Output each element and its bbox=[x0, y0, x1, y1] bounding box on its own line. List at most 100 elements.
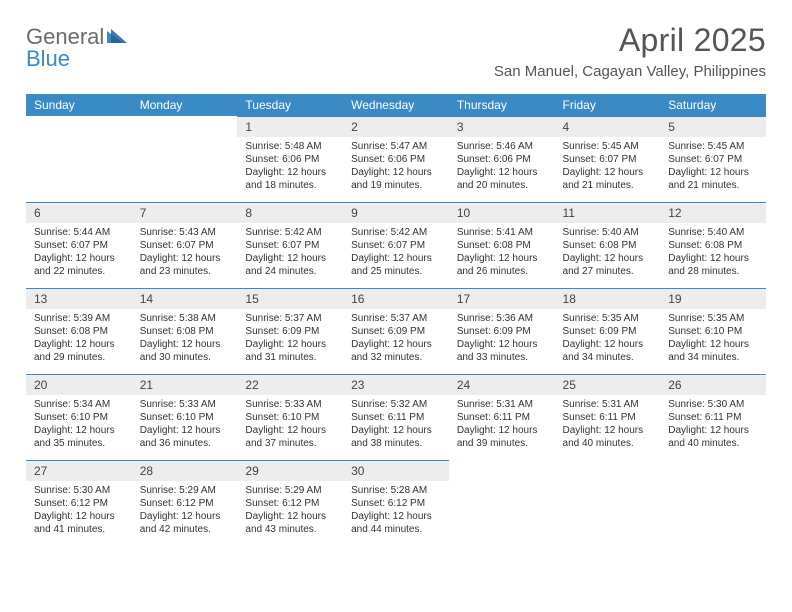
logo-text-2: Blue bbox=[26, 46, 70, 72]
day-details: Sunrise: 5:42 AMSunset: 6:07 PMDaylight:… bbox=[237, 223, 343, 284]
day-details: Sunrise: 5:30 AMSunset: 6:12 PMDaylight:… bbox=[26, 481, 132, 542]
calendar-day-cell: 7Sunrise: 5:43 AMSunset: 6:07 PMDaylight… bbox=[132, 202, 238, 288]
calendar-day-cell: 4Sunrise: 5:45 AMSunset: 6:07 PMDaylight… bbox=[555, 116, 661, 202]
day-details: Sunrise: 5:33 AMSunset: 6:10 PMDaylight:… bbox=[132, 395, 238, 456]
day-details: Sunrise: 5:31 AMSunset: 6:11 PMDaylight:… bbox=[449, 395, 555, 456]
col-sunday: Sunday bbox=[26, 94, 132, 116]
day-number: 4 bbox=[555, 116, 661, 137]
day-number: 1 bbox=[237, 116, 343, 137]
day-details: Sunrise: 5:35 AMSunset: 6:10 PMDaylight:… bbox=[660, 309, 766, 370]
calendar-week: 20Sunrise: 5:34 AMSunset: 6:10 PMDayligh… bbox=[26, 374, 766, 460]
calendar-day-cell: 27Sunrise: 5:30 AMSunset: 6:12 PMDayligh… bbox=[26, 460, 132, 546]
calendar-day-cell: 23Sunrise: 5:32 AMSunset: 6:11 PMDayligh… bbox=[343, 374, 449, 460]
day-number: 7 bbox=[132, 202, 238, 223]
day-number: 20 bbox=[26, 374, 132, 395]
calendar-day-cell: 29Sunrise: 5:29 AMSunset: 6:12 PMDayligh… bbox=[237, 460, 343, 546]
day-details: Sunrise: 5:29 AMSunset: 6:12 PMDaylight:… bbox=[132, 481, 238, 542]
day-number: 26 bbox=[660, 374, 766, 395]
calendar-day-cell: . bbox=[555, 460, 661, 546]
day-number: 28 bbox=[132, 460, 238, 481]
day-number: 19 bbox=[660, 288, 766, 309]
col-saturday: Saturday bbox=[660, 94, 766, 116]
day-number: 15 bbox=[237, 288, 343, 309]
day-details: Sunrise: 5:35 AMSunset: 6:09 PMDaylight:… bbox=[555, 309, 661, 370]
day-number: 21 bbox=[132, 374, 238, 395]
calendar-day-cell: 26Sunrise: 5:30 AMSunset: 6:11 PMDayligh… bbox=[660, 374, 766, 460]
day-number: 2 bbox=[343, 116, 449, 137]
calendar-day-cell: 9Sunrise: 5:42 AMSunset: 6:07 PMDaylight… bbox=[343, 202, 449, 288]
calendar-day-cell: . bbox=[449, 460, 555, 546]
header: April 2025 San Manuel, Cagayan Valley, P… bbox=[26, 22, 766, 80]
day-number: 23 bbox=[343, 374, 449, 395]
day-number: 17 bbox=[449, 288, 555, 309]
day-details: Sunrise: 5:34 AMSunset: 6:10 PMDaylight:… bbox=[26, 395, 132, 456]
calendar-table: Sunday Monday Tuesday Wednesday Thursday… bbox=[26, 94, 766, 546]
calendar-day-cell: 28Sunrise: 5:29 AMSunset: 6:12 PMDayligh… bbox=[132, 460, 238, 546]
day-details: Sunrise: 5:45 AMSunset: 6:07 PMDaylight:… bbox=[660, 137, 766, 198]
page-subtitle: San Manuel, Cagayan Valley, Philippines bbox=[26, 63, 766, 80]
calendar-day-cell: 14Sunrise: 5:38 AMSunset: 6:08 PMDayligh… bbox=[132, 288, 238, 374]
calendar-day-cell: 19Sunrise: 5:35 AMSunset: 6:10 PMDayligh… bbox=[660, 288, 766, 374]
calendar-day-cell: 13Sunrise: 5:39 AMSunset: 6:08 PMDayligh… bbox=[26, 288, 132, 374]
day-details: Sunrise: 5:37 AMSunset: 6:09 PMDaylight:… bbox=[237, 309, 343, 370]
calendar-day-cell: 22Sunrise: 5:33 AMSunset: 6:10 PMDayligh… bbox=[237, 374, 343, 460]
day-details: Sunrise: 5:33 AMSunset: 6:10 PMDaylight:… bbox=[237, 395, 343, 456]
calendar-day-cell: . bbox=[660, 460, 766, 546]
day-details: Sunrise: 5:46 AMSunset: 6:06 PMDaylight:… bbox=[449, 137, 555, 198]
day-number: 9 bbox=[343, 202, 449, 223]
day-number: 24 bbox=[449, 374, 555, 395]
calendar-day-cell: . bbox=[132, 116, 238, 202]
day-number: 30 bbox=[343, 460, 449, 481]
calendar-day-cell: 11Sunrise: 5:40 AMSunset: 6:08 PMDayligh… bbox=[555, 202, 661, 288]
calendar-day-cell: 20Sunrise: 5:34 AMSunset: 6:10 PMDayligh… bbox=[26, 374, 132, 460]
calendar-day-cell: 2Sunrise: 5:47 AMSunset: 6:06 PMDaylight… bbox=[343, 116, 449, 202]
calendar-day-cell: 15Sunrise: 5:37 AMSunset: 6:09 PMDayligh… bbox=[237, 288, 343, 374]
day-number: 8 bbox=[237, 202, 343, 223]
col-monday: Monday bbox=[132, 94, 238, 116]
calendar-day-cell: 30Sunrise: 5:28 AMSunset: 6:12 PMDayligh… bbox=[343, 460, 449, 546]
day-number: 22 bbox=[237, 374, 343, 395]
calendar-day-cell: 21Sunrise: 5:33 AMSunset: 6:10 PMDayligh… bbox=[132, 374, 238, 460]
day-details: Sunrise: 5:42 AMSunset: 6:07 PMDaylight:… bbox=[343, 223, 449, 284]
day-number: 27 bbox=[26, 460, 132, 481]
day-details: Sunrise: 5:36 AMSunset: 6:09 PMDaylight:… bbox=[449, 309, 555, 370]
day-details: Sunrise: 5:43 AMSunset: 6:07 PMDaylight:… bbox=[132, 223, 238, 284]
day-details: Sunrise: 5:37 AMSunset: 6:09 PMDaylight:… bbox=[343, 309, 449, 370]
calendar-day-cell: 5Sunrise: 5:45 AMSunset: 6:07 PMDaylight… bbox=[660, 116, 766, 202]
day-details: Sunrise: 5:39 AMSunset: 6:08 PMDaylight:… bbox=[26, 309, 132, 370]
logo-triangle-icon bbox=[107, 23, 127, 49]
day-details: Sunrise: 5:47 AMSunset: 6:06 PMDaylight:… bbox=[343, 137, 449, 198]
col-wednesday: Wednesday bbox=[343, 94, 449, 116]
calendar-week: 27Sunrise: 5:30 AMSunset: 6:12 PMDayligh… bbox=[26, 460, 766, 546]
calendar-day-cell: 1Sunrise: 5:48 AMSunset: 6:06 PMDaylight… bbox=[237, 116, 343, 202]
day-details: Sunrise: 5:28 AMSunset: 6:12 PMDaylight:… bbox=[343, 481, 449, 542]
day-details: Sunrise: 5:45 AMSunset: 6:07 PMDaylight:… bbox=[555, 137, 661, 198]
calendar-day-cell: 6Sunrise: 5:44 AMSunset: 6:07 PMDaylight… bbox=[26, 202, 132, 288]
calendar-day-cell: 25Sunrise: 5:31 AMSunset: 6:11 PMDayligh… bbox=[555, 374, 661, 460]
day-details: Sunrise: 5:44 AMSunset: 6:07 PMDaylight:… bbox=[26, 223, 132, 284]
calendar-day-cell: 12Sunrise: 5:40 AMSunset: 6:08 PMDayligh… bbox=[660, 202, 766, 288]
page-title: April 2025 bbox=[26, 22, 766, 59]
calendar-week: . . 1Sunrise: 5:48 AMSunset: 6:06 PMDayl… bbox=[26, 116, 766, 202]
day-number: 13 bbox=[26, 288, 132, 309]
calendar-day-cell: 10Sunrise: 5:41 AMSunset: 6:08 PMDayligh… bbox=[449, 202, 555, 288]
day-details: Sunrise: 5:41 AMSunset: 6:08 PMDaylight:… bbox=[449, 223, 555, 284]
day-number: 14 bbox=[132, 288, 238, 309]
calendar-day-cell: . bbox=[26, 116, 132, 202]
calendar-day-cell: 8Sunrise: 5:42 AMSunset: 6:07 PMDaylight… bbox=[237, 202, 343, 288]
day-details: Sunrise: 5:38 AMSunset: 6:08 PMDaylight:… bbox=[132, 309, 238, 370]
calendar-day-cell: 16Sunrise: 5:37 AMSunset: 6:09 PMDayligh… bbox=[343, 288, 449, 374]
calendar-week: 6Sunrise: 5:44 AMSunset: 6:07 PMDaylight… bbox=[26, 202, 766, 288]
day-number: 18 bbox=[555, 288, 661, 309]
calendar-day-cell: 18Sunrise: 5:35 AMSunset: 6:09 PMDayligh… bbox=[555, 288, 661, 374]
day-number: 6 bbox=[26, 202, 132, 223]
col-friday: Friday bbox=[555, 94, 661, 116]
calendar-week: 13Sunrise: 5:39 AMSunset: 6:08 PMDayligh… bbox=[26, 288, 766, 374]
day-number: 12 bbox=[660, 202, 766, 223]
day-details: Sunrise: 5:32 AMSunset: 6:11 PMDaylight:… bbox=[343, 395, 449, 456]
col-tuesday: Tuesday bbox=[237, 94, 343, 116]
day-details: Sunrise: 5:40 AMSunset: 6:08 PMDaylight:… bbox=[660, 223, 766, 284]
day-details: Sunrise: 5:31 AMSunset: 6:11 PMDaylight:… bbox=[555, 395, 661, 456]
calendar-day-cell: 3Sunrise: 5:46 AMSunset: 6:06 PMDaylight… bbox=[449, 116, 555, 202]
day-details: Sunrise: 5:29 AMSunset: 6:12 PMDaylight:… bbox=[237, 481, 343, 542]
